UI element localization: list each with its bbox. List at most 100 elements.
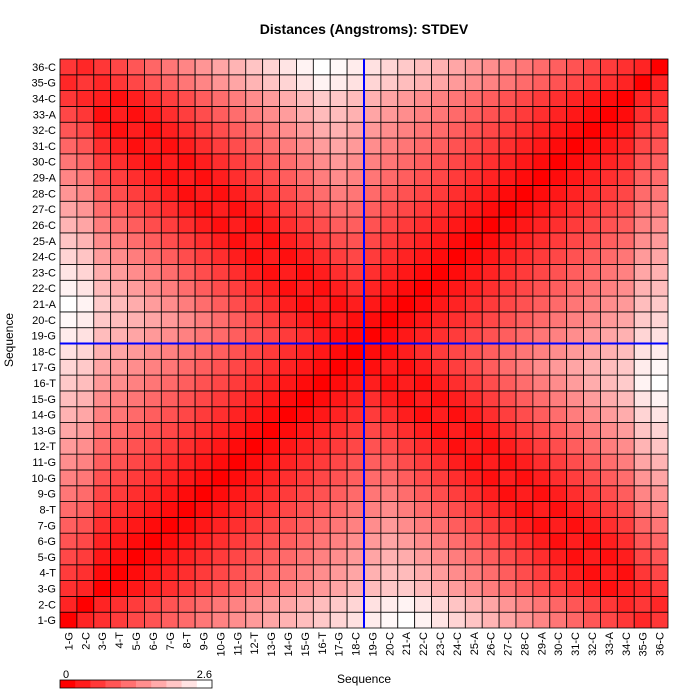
heatmap-cell	[312, 90, 331, 107]
heatmap-cell	[633, 200, 652, 218]
y-tick-label: 1-G	[38, 615, 56, 627]
heatmap-cell	[515, 406, 534, 423]
heatmap-cell	[498, 295, 517, 313]
heatmap-cell	[566, 248, 584, 265]
y-tick-label: 7-G	[38, 520, 56, 532]
heatmap-cell	[549, 295, 568, 313]
heatmap-cell	[279, 169, 297, 186]
heatmap-cell	[397, 137, 416, 155]
heatmap-cell	[515, 358, 534, 376]
heatmap-cell	[363, 232, 382, 250]
heatmap-cell	[76, 611, 95, 629]
heatmap-cell	[279, 295, 297, 313]
heatmap-cell	[194, 611, 213, 629]
heatmap-cell	[76, 374, 95, 392]
heatmap-cell	[194, 437, 213, 455]
heatmap-cell	[363, 90, 382, 107]
heatmap-cell	[448, 58, 466, 76]
heatmap-cell	[59, 279, 78, 297]
heatmap-cell	[110, 327, 128, 344]
heatmap-cell	[532, 58, 551, 76]
heatmap-cell	[127, 390, 145, 408]
heatmap-cell	[194, 358, 213, 376]
heatmap-cell	[600, 200, 618, 218]
heatmap-cell	[228, 137, 247, 155]
heatmap-cell	[616, 611, 635, 629]
heatmap-cell	[380, 501, 399, 518]
heatmap-cell	[329, 121, 348, 139]
heatmap-cell	[127, 279, 145, 297]
heatmap-cell	[633, 469, 652, 487]
heatmap-cell	[296, 564, 314, 581]
heatmap-cell	[464, 106, 483, 123]
y-tick-labels: 1-G 2-C 3-G 4-T 5-G 6-G 7-G 8-T 9-G 10-G 11-G 12-T 1…	[32, 62, 57, 627]
heatmap-cell	[515, 279, 534, 297]
heatmap-cell	[110, 358, 128, 376]
heatmap-cell	[431, 374, 449, 392]
heatmap-cell	[228, 295, 247, 313]
heatmap-cell	[76, 532, 95, 550]
heatmap-cell	[346, 216, 365, 234]
heatmap-cell	[481, 106, 500, 123]
heatmap-cell	[549, 548, 568, 566]
heatmap-cell	[498, 374, 517, 392]
heatmap-cell	[414, 532, 432, 550]
heatmap-cell	[532, 311, 551, 329]
heatmap-cell	[211, 200, 230, 218]
heatmap-cell	[481, 501, 500, 518]
heatmap-cell	[414, 595, 432, 613]
heatmap-cell	[245, 311, 264, 329]
heatmap-cell	[650, 327, 669, 344]
y-tick-label: 10-G	[32, 473, 56, 485]
heatmap-cell	[211, 501, 230, 518]
heatmap-cell	[448, 185, 466, 202]
heatmap-cell	[127, 422, 145, 439]
heatmap-cell	[177, 264, 196, 281]
heatmap-cell	[127, 90, 145, 107]
heatmap-cell	[93, 90, 112, 107]
heatmap-cell	[498, 74, 517, 92]
heatmap-cell	[346, 311, 365, 329]
heatmap-cell	[464, 548, 483, 566]
heatmap-cell	[414, 232, 432, 250]
heatmap-cell	[583, 453, 601, 471]
heatmap-cell	[583, 485, 601, 502]
heatmap-cell	[633, 216, 652, 234]
heatmap-cell	[228, 264, 247, 281]
heatmap-cell	[397, 327, 416, 344]
heatmap-cell	[481, 295, 500, 313]
heatmap-cell	[228, 74, 247, 92]
heatmap-cell	[110, 564, 128, 581]
heatmap-cell	[414, 485, 432, 502]
heatmap-cell	[448, 453, 466, 471]
heatmap-cell	[380, 311, 399, 329]
heatmap-cell	[346, 358, 365, 376]
y-tick-label: 8-T	[40, 504, 57, 516]
heatmap-cell	[127, 248, 145, 265]
heatmap-cell	[566, 374, 584, 392]
y-tick-label: 33-A	[33, 109, 57, 121]
heatmap-cell	[431, 548, 449, 566]
heatmap-cell	[481, 343, 500, 360]
heatmap-cell	[59, 169, 78, 186]
heatmap-cell	[380, 264, 399, 281]
heatmap-cell	[144, 406, 162, 423]
heatmap-cell	[464, 422, 483, 439]
heatmap-cell	[431, 485, 449, 502]
heatmap-cell	[650, 216, 669, 234]
heatmap-cell	[76, 358, 95, 376]
heatmap-cell	[296, 232, 314, 250]
heatmap-cell	[566, 232, 584, 250]
heatmap-cell	[346, 406, 365, 423]
heatmap-cell	[464, 390, 483, 408]
heatmap-cell	[312, 374, 331, 392]
heatmap-cell	[380, 374, 399, 392]
heatmap-cell	[448, 169, 466, 186]
x-tick-label: 1-G	[63, 632, 75, 650]
heatmap-cell	[566, 611, 584, 629]
heatmap-cell	[448, 295, 466, 313]
heatmap-cell	[515, 327, 534, 344]
heatmap-cell	[414, 343, 432, 360]
heatmap-cell	[431, 232, 449, 250]
heatmap-cell	[211, 595, 230, 613]
